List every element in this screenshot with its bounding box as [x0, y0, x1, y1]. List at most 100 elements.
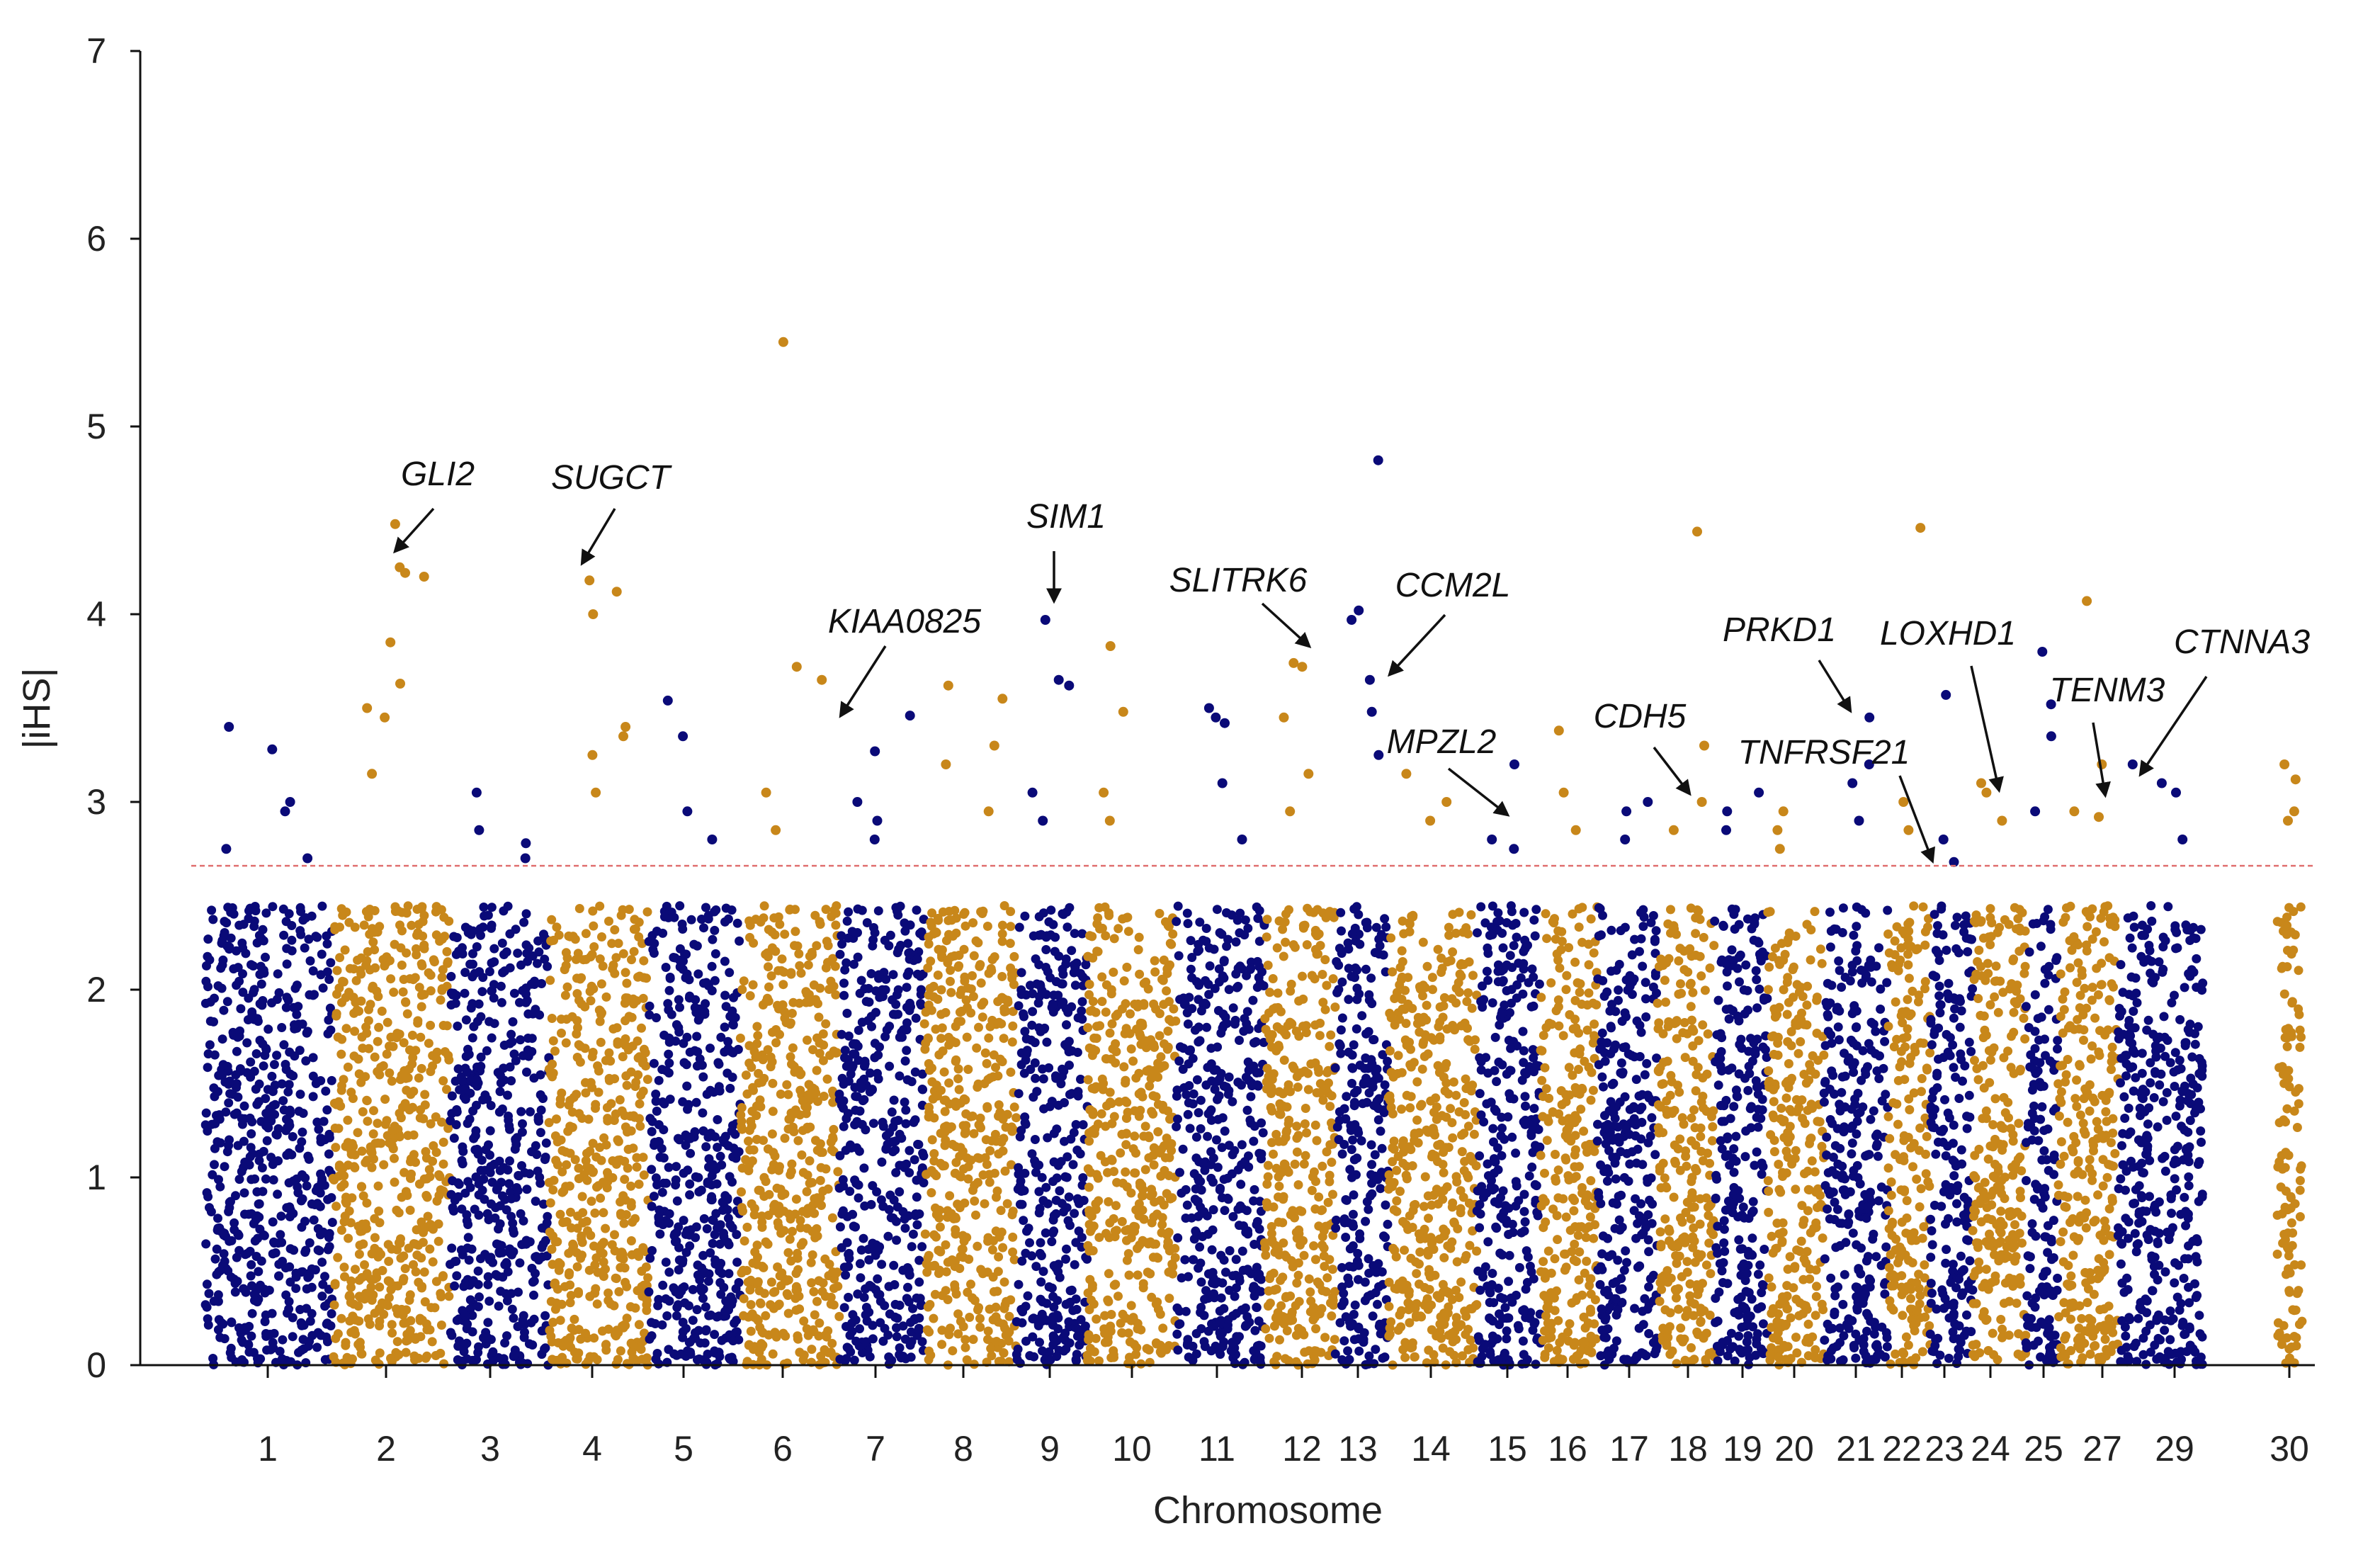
data-point — [1206, 1044, 1216, 1053]
data-point — [1016, 1126, 1026, 1136]
data-point — [203, 1192, 213, 1201]
data-point — [625, 1302, 635, 1312]
data-point — [1148, 1091, 1158, 1101]
data-point — [351, 1265, 360, 1274]
data-point — [300, 943, 310, 953]
data-point — [720, 1306, 730, 1316]
data-point — [567, 1122, 577, 1132]
data-point — [261, 1094, 271, 1104]
data-point — [472, 1144, 482, 1154]
data-point — [435, 1172, 445, 1182]
data-point — [308, 1053, 318, 1063]
data-point — [1110, 1226, 1120, 1236]
data-point — [695, 1275, 705, 1285]
data-point — [569, 1241, 579, 1251]
data-point — [468, 1033, 477, 1043]
data-point — [1224, 985, 1234, 995]
data-point — [234, 976, 244, 986]
data-point — [834, 1311, 844, 1321]
data-point — [922, 1259, 931, 1269]
data-point — [740, 1236, 749, 1246]
data-point — [212, 1244, 222, 1254]
data-point — [1145, 1081, 1155, 1091]
data-point — [906, 1352, 916, 1362]
data-point — [1246, 1092, 1256, 1102]
data-point — [1085, 1343, 1095, 1353]
data-point-outlier — [941, 759, 951, 769]
data-point — [588, 906, 598, 916]
data-point — [452, 1107, 462, 1117]
data-point — [671, 1175, 681, 1185]
data-point — [233, 1092, 243, 1102]
data-point — [1048, 1312, 1058, 1322]
data-point — [997, 972, 1007, 981]
data-point — [1048, 1215, 1058, 1225]
data-point — [770, 1328, 780, 1338]
data-point — [536, 1105, 546, 1115]
data-point — [1057, 1199, 1067, 1209]
data-point — [1074, 1226, 1084, 1236]
data-point — [854, 1025, 863, 1035]
data-point — [1070, 1209, 1080, 1218]
data-point — [525, 1169, 535, 1179]
data-point — [627, 955, 636, 965]
data-point — [322, 967, 332, 977]
data-point — [410, 973, 420, 983]
data-point — [515, 1258, 525, 1268]
data-point — [586, 981, 596, 991]
data-point — [691, 1097, 701, 1107]
data-point — [298, 1127, 307, 1137]
data-point — [746, 1116, 756, 1126]
data-point — [586, 996, 596, 1006]
data-point — [833, 1282, 843, 1291]
data-point — [1228, 1097, 1237, 1107]
data-point — [933, 971, 943, 980]
data-point — [272, 1130, 282, 1140]
data-point — [769, 1201, 779, 1211]
data-point — [1208, 1267, 1218, 1277]
data-point — [604, 1288, 613, 1298]
data-point — [436, 1321, 446, 1330]
data-point — [339, 1262, 349, 1272]
data-point — [715, 1278, 725, 1287]
data-point — [793, 1248, 803, 1258]
data-point — [236, 1328, 246, 1338]
data-point — [1173, 901, 1183, 911]
data-point — [676, 1287, 686, 1296]
data-point — [561, 1038, 571, 1048]
data-point — [574, 1163, 584, 1173]
data-point — [1191, 1132, 1201, 1142]
data-point — [531, 1269, 540, 1278]
data-point — [1041, 945, 1051, 954]
data-point — [376, 1250, 385, 1260]
data-point — [727, 1047, 736, 1057]
data-point — [364, 1005, 373, 1014]
data-point — [1187, 1004, 1197, 1014]
data-point — [1252, 956, 1262, 966]
data-point — [744, 916, 754, 926]
data-point — [1019, 1186, 1029, 1196]
data-point — [210, 1254, 220, 1264]
data-point — [912, 954, 922, 964]
data-point — [1062, 1172, 1072, 1182]
data-point — [468, 999, 477, 1009]
data-point — [1061, 1344, 1071, 1354]
data-point — [1237, 1305, 1247, 1315]
data-point — [1050, 1071, 1060, 1081]
data-point — [769, 1287, 778, 1297]
data-point — [684, 1338, 694, 1347]
data-point — [339, 1171, 349, 1181]
data-point — [854, 1193, 863, 1203]
data-point — [868, 941, 878, 951]
data-point — [432, 1054, 442, 1064]
data-point-outlier — [584, 575, 595, 586]
data-point — [878, 1201, 888, 1211]
data-point — [1162, 1230, 1172, 1240]
data-point — [523, 1009, 533, 1019]
data-point — [409, 1087, 419, 1096]
data-point — [555, 1209, 565, 1219]
data-point — [277, 1079, 287, 1089]
data-point — [1248, 995, 1258, 1005]
data-point — [674, 995, 684, 1005]
data-point — [720, 917, 730, 927]
